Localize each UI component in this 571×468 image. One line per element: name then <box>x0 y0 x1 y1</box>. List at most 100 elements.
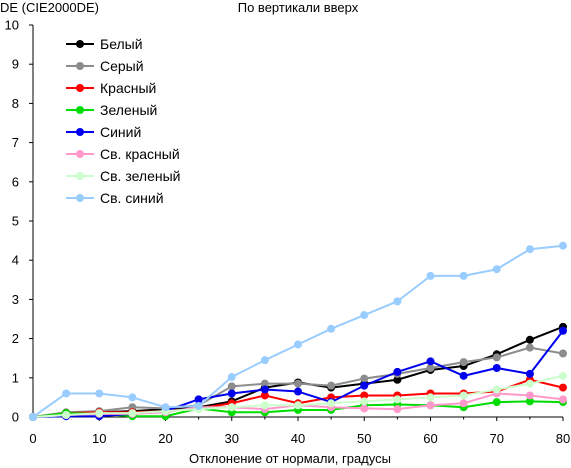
y-tick-label: 3 <box>12 292 19 307</box>
series-6-point <box>492 385 501 394</box>
series-0-point <box>393 375 402 384</box>
series-6-point <box>559 371 567 380</box>
series-7-point <box>62 389 71 398</box>
series-7-point <box>426 271 435 280</box>
series-4-point <box>393 367 402 376</box>
series-1-point <box>260 379 269 388</box>
series-5-point <box>459 399 468 408</box>
legend-item: Серый <box>66 58 144 74</box>
series-4-point <box>360 381 369 390</box>
series-6-point <box>360 397 369 406</box>
series-6-point <box>459 391 468 400</box>
series-1-point <box>459 358 468 367</box>
series-4-point <box>525 369 534 378</box>
series-4-point <box>260 385 269 394</box>
x-tick-label: 40 <box>291 431 305 446</box>
legend-marker <box>76 172 84 180</box>
legend-label: Св. зеленый <box>100 168 180 184</box>
series-7-point <box>327 324 336 333</box>
y-tick-label: 4 <box>12 253 19 268</box>
series-5-point <box>393 405 402 414</box>
legend-item: Красный <box>66 80 156 96</box>
series-3-point <box>525 397 534 406</box>
series-7-point <box>525 245 534 254</box>
series-4-point <box>294 387 302 396</box>
series-6-point <box>426 393 435 402</box>
legend: Белый Серый Красный Зеленый Синий Св. красный… <box>66 36 180 206</box>
series-1-point <box>294 379 302 388</box>
y-tick-label: 1 <box>12 370 19 385</box>
series-7-point <box>360 311 369 320</box>
series-4-point <box>194 395 203 404</box>
series-5-point <box>426 401 435 410</box>
legend-marker <box>76 150 84 158</box>
series-6-point <box>128 409 137 418</box>
series-7-point <box>294 340 302 349</box>
series-4-point <box>227 389 236 398</box>
series-6-point <box>393 395 402 404</box>
y-tick-label: 10 <box>5 18 19 33</box>
x-axis-label: Отклонение от нормали, градусы <box>189 451 391 466</box>
x-tick-label: 20 <box>158 431 172 446</box>
x-tick-label: 0 <box>29 431 36 446</box>
x-tick-label: 70 <box>490 431 504 446</box>
y-tick-label: 2 <box>12 331 19 346</box>
series-4-point <box>492 364 501 372</box>
legend-label: Св. красный <box>100 146 180 162</box>
legend-item: Белый <box>66 36 143 52</box>
series-6-point <box>327 399 336 408</box>
series-6-point <box>525 379 534 388</box>
legend-label: Серый <box>100 58 144 74</box>
series-1-point <box>426 364 435 372</box>
x-tick-label: 10 <box>92 431 106 446</box>
series-2-point <box>360 391 369 400</box>
y-tick-label: 6 <box>12 174 19 189</box>
series-7-point <box>161 403 170 412</box>
series-5-point <box>559 395 567 404</box>
series-7-point <box>559 241 567 250</box>
series-7-point <box>393 297 402 306</box>
y-tick-label: 8 <box>12 96 19 111</box>
legend-item: Св. зеленый <box>66 168 180 184</box>
legend-item: Св. красный <box>66 146 180 162</box>
series-1-point <box>360 374 369 383</box>
series-1-point <box>492 353 501 362</box>
legend-item: Зеленый <box>66 102 157 118</box>
series-7-point <box>29 413 37 421</box>
legend-marker <box>76 194 84 202</box>
chart-title: По вертикали вверх <box>238 0 359 15</box>
legend-marker <box>76 106 84 114</box>
x-tick-label: 60 <box>423 431 437 446</box>
series-5-point <box>525 391 534 400</box>
series-1-point <box>227 382 236 391</box>
x-tick-label: 30 <box>225 431 239 446</box>
legend-label: Белый <box>100 36 143 52</box>
series-4-point <box>426 357 435 366</box>
series-7-point <box>459 271 468 280</box>
series-4-point <box>459 371 468 380</box>
series-6-point <box>95 409 104 418</box>
legend-marker <box>76 84 84 92</box>
series-7-point <box>260 356 269 365</box>
legend-label: Красный <box>100 80 156 96</box>
series-6 <box>29 371 567 421</box>
legend-marker <box>76 40 84 48</box>
y-tick-label: 7 <box>12 135 19 150</box>
series-7-point <box>227 373 236 382</box>
legend-label: Зеленый <box>100 102 157 118</box>
legend-marker <box>76 62 84 70</box>
series-7-point <box>194 402 203 411</box>
series-6-point <box>227 403 236 412</box>
y-axis-label: DE (CIE2000DE) <box>0 0 99 15</box>
y-tick-label: 9 <box>12 57 19 72</box>
series-1-point <box>525 343 534 352</box>
y-tick-label: 5 <box>12 214 19 229</box>
y-tick-label: 0 <box>12 410 19 425</box>
legend-item: Св. синий <box>66 190 164 206</box>
series-layer <box>29 241 567 421</box>
x-tick-label: 80 <box>556 431 570 446</box>
series-4-point <box>559 326 567 335</box>
series-6-point <box>62 411 71 420</box>
legend-label: Синий <box>100 124 141 140</box>
